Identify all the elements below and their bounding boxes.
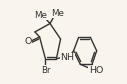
Text: O: O <box>25 37 32 47</box>
Text: NH: NH <box>61 53 75 62</box>
Text: Br: Br <box>41 66 50 75</box>
Text: HO: HO <box>89 66 103 75</box>
Text: Me: Me <box>51 9 64 18</box>
Text: Me: Me <box>34 11 47 20</box>
